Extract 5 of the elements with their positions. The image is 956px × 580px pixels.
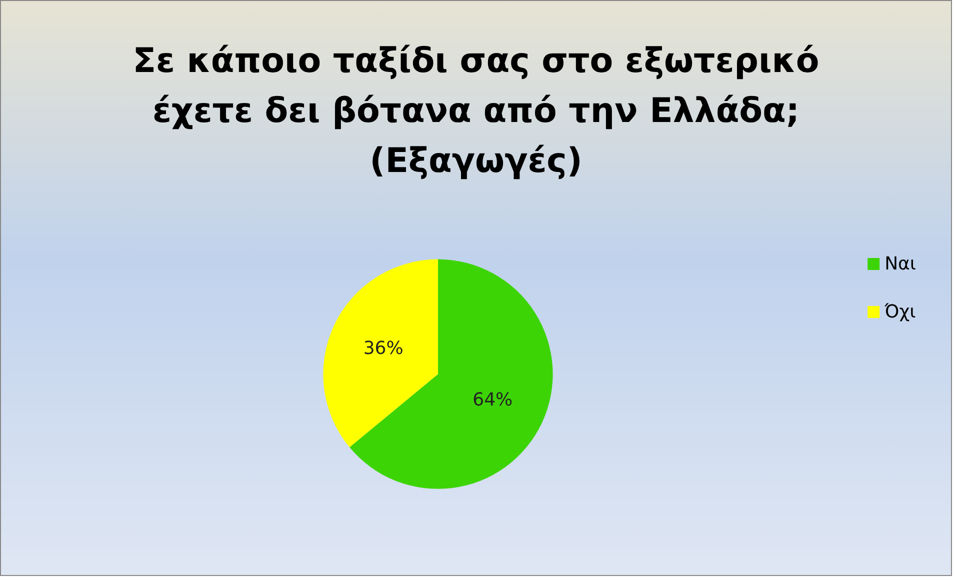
legend-label: Όχι bbox=[884, 302, 916, 322]
legend-label: Ναι bbox=[884, 254, 916, 274]
data-label: 64% bbox=[472, 389, 513, 410]
data-label: 36% bbox=[363, 338, 404, 359]
chart-title: Σε κάποιο ταξίδι σας στο εξωτερικό έχετε δει βότανα από την Ελλάδα; (Εξαγωγές) bbox=[132, 41, 820, 181]
